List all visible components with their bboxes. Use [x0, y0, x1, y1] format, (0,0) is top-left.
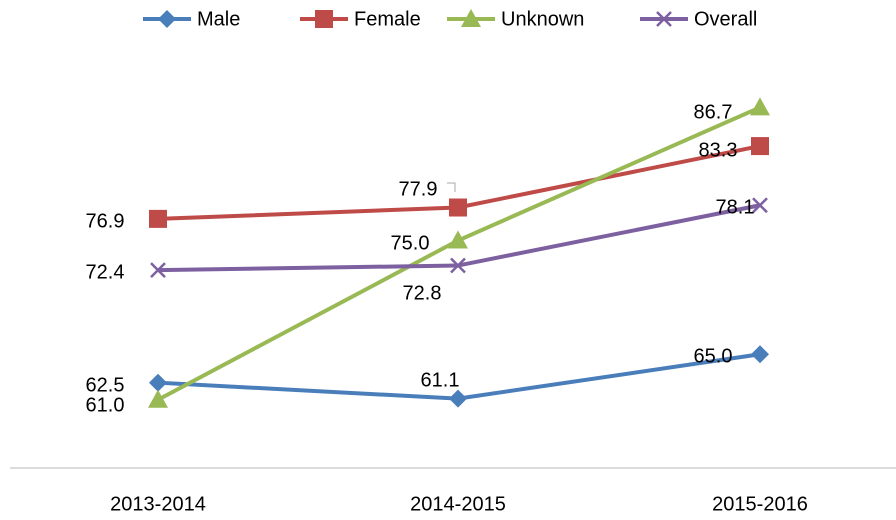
- data-label: 77.9: [399, 178, 438, 200]
- marker: [149, 373, 167, 392]
- legend-item: Male: [143, 8, 240, 30]
- x-tick-label: 2013-2014: [110, 493, 206, 515]
- marker: [449, 198, 467, 217]
- legend-label: Male: [197, 8, 240, 30]
- marker: [150, 262, 166, 278]
- data-label: 76.9: [86, 210, 125, 232]
- marker: [449, 389, 467, 408]
- series: [148, 97, 770, 408]
- legend-label: Unknown: [501, 8, 584, 30]
- marker: [149, 209, 167, 228]
- series: [149, 345, 769, 408]
- data-label: 86.7: [694, 101, 733, 123]
- data-label: 72.8: [403, 282, 442, 304]
- marker: [315, 10, 333, 28]
- data-label: 65.0: [694, 345, 733, 367]
- leader-line: [447, 182, 456, 192]
- marker: [158, 10, 176, 28]
- marker: [751, 137, 769, 156]
- series: [150, 197, 768, 278]
- legend-item: Unknown: [447, 8, 584, 30]
- data-label: 75.0: [391, 232, 430, 254]
- series: [149, 137, 769, 228]
- data-label: 62.5: [86, 374, 125, 396]
- marker: [450, 257, 466, 274]
- marker: [750, 97, 770, 116]
- data-label: 72.4: [86, 261, 125, 283]
- legend-item: Female: [300, 8, 421, 30]
- marker: [461, 9, 481, 27]
- marker: [148, 389, 168, 408]
- marker: [751, 345, 769, 364]
- data-label: 83.3: [699, 139, 738, 161]
- legend-label: Overall: [694, 8, 757, 30]
- data-label: 78.1: [716, 196, 755, 218]
- marker: [448, 230, 468, 249]
- x-tick-label: 2014-2015: [410, 493, 506, 515]
- x-tick-label: 2015-2016: [712, 493, 808, 515]
- data-label: 61.0: [86, 394, 125, 416]
- legend-item: Overall: [640, 8, 757, 30]
- data-label: 61.1: [421, 369, 460, 391]
- marker: [752, 197, 768, 214]
- marker: [656, 11, 672, 27]
- legend-label: Female: [354, 8, 421, 30]
- line: [157, 105, 761, 402]
